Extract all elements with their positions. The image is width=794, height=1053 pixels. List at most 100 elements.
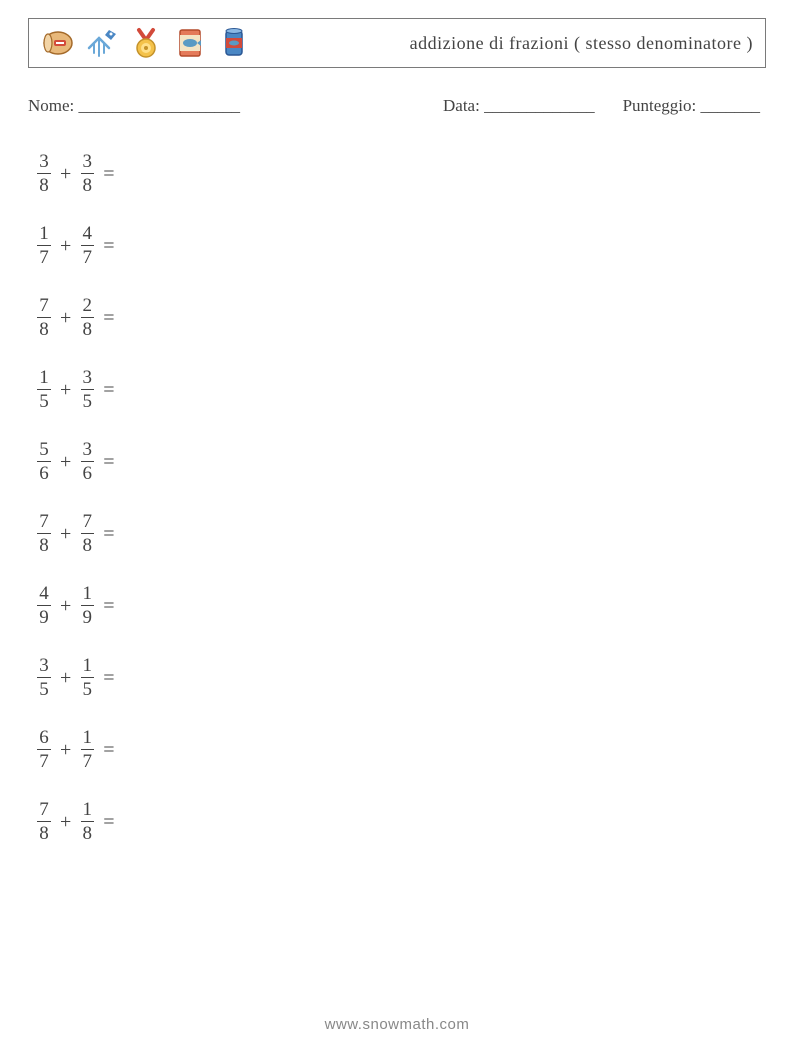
date-label: Data:: [443, 96, 480, 115]
numerator: 2: [81, 296, 95, 317]
can-icon: [217, 26, 251, 60]
equals-sign: =: [95, 595, 114, 618]
fraction-b: 19: [79, 584, 95, 628]
equals-sign: =: [95, 379, 114, 402]
score-field: Punteggio: _______: [623, 96, 760, 116]
problem-row: 78+28=: [36, 294, 766, 342]
fraction-b: 36: [79, 440, 95, 484]
name-blank[interactable]: ___________________: [79, 96, 241, 115]
equals-sign: =: [95, 523, 114, 546]
denominator: 6: [37, 461, 51, 484]
fraction-b: 38: [79, 152, 95, 196]
denominator: 8: [37, 173, 51, 196]
problem-row: 38+38=: [36, 150, 766, 198]
denominator: 9: [37, 605, 51, 628]
numerator: 7: [37, 296, 51, 317]
plus-operator: +: [52, 667, 79, 690]
numerator: 1: [81, 584, 95, 605]
meta-row: Nome: ___________________ Data: ________…: [28, 96, 760, 116]
denominator: 5: [81, 677, 95, 700]
fraction-a: 35: [36, 656, 52, 700]
equals-sign: =: [95, 811, 114, 834]
numerator: 3: [37, 152, 51, 173]
worksheet-page: addizione di frazioni ( stesso denominat…: [0, 0, 794, 1053]
denominator: 5: [37, 677, 51, 700]
fraction-a: 17: [36, 224, 52, 268]
denominator: 5: [37, 389, 51, 412]
fraction-a: 15: [36, 368, 52, 412]
problem-row: 35+15=: [36, 654, 766, 702]
plus-operator: +: [52, 307, 79, 330]
problem-row: 78+78=: [36, 510, 766, 558]
numerator: 3: [37, 656, 51, 677]
fraction-a: 38: [36, 152, 52, 196]
numerator: 1: [81, 728, 95, 749]
denominator: 8: [81, 173, 95, 196]
fraction-a: 67: [36, 728, 52, 772]
numerator: 3: [81, 152, 95, 173]
medal-icon: [129, 26, 163, 60]
plus-operator: +: [52, 235, 79, 258]
score-label: Punteggio:: [623, 96, 697, 115]
fraction-b: 28: [79, 296, 95, 340]
denominator: 7: [81, 749, 95, 772]
fraction-b: 15: [79, 656, 95, 700]
numerator: 3: [81, 368, 95, 389]
denominator: 6: [81, 461, 95, 484]
plus-operator: +: [52, 163, 79, 186]
equals-sign: =: [95, 163, 114, 186]
fraction-b: 35: [79, 368, 95, 412]
fraction-a: 49: [36, 584, 52, 628]
plus-operator: +: [52, 595, 79, 618]
numerator: 1: [37, 224, 51, 245]
header-icons: [41, 26, 251, 60]
denominator: 8: [81, 317, 95, 340]
name-field: Nome: ___________________: [28, 96, 240, 116]
equals-sign: =: [95, 307, 114, 330]
date-field: Data: _____________: [443, 96, 595, 116]
denominator: 7: [81, 245, 95, 268]
fraction-b: 17: [79, 728, 95, 772]
denominator: 9: [81, 605, 95, 628]
equals-sign: =: [95, 739, 114, 762]
catfood-roll-icon: [41, 26, 75, 60]
numerator: 3: [81, 440, 95, 461]
worksheet-title: addizione di frazioni ( stesso denominat…: [410, 33, 753, 54]
numerator: 4: [37, 584, 51, 605]
numerator: 4: [81, 224, 95, 245]
problems-list: 38+38=17+47=78+28=15+35=56+36=78+78=49+1…: [28, 150, 766, 846]
denominator: 8: [81, 821, 95, 844]
plus-operator: +: [52, 523, 79, 546]
date-blank[interactable]: _____________: [484, 96, 595, 115]
fraction-a: 78: [36, 800, 52, 844]
fraction-a: 78: [36, 512, 52, 556]
name-label: Nome:: [28, 96, 74, 115]
numerator: 1: [37, 368, 51, 389]
equals-sign: =: [95, 451, 114, 474]
numerator: 6: [37, 728, 51, 749]
problem-row: 56+36=: [36, 438, 766, 486]
fraction-a: 56: [36, 440, 52, 484]
numerator: 1: [81, 800, 95, 821]
equals-sign: =: [95, 667, 114, 690]
footer-url: www.snowmath.com: [0, 1016, 794, 1033]
denominator: 8: [37, 533, 51, 556]
meta-right: Data: _____________ Punteggio: _______: [443, 96, 760, 116]
header-box: addizione di frazioni ( stesso denominat…: [28, 18, 766, 68]
numerator: 7: [81, 512, 95, 533]
fraction-a: 78: [36, 296, 52, 340]
plus-operator: +: [52, 811, 79, 834]
plus-operator: +: [52, 451, 79, 474]
fraction-b: 78: [79, 512, 95, 556]
numerator: 7: [37, 800, 51, 821]
problem-row: 15+35=: [36, 366, 766, 414]
plus-operator: +: [52, 739, 79, 762]
problem-row: 17+47=: [36, 222, 766, 270]
denominator: 7: [37, 749, 51, 772]
fish-box-icon: [173, 26, 207, 60]
numerator: 5: [37, 440, 51, 461]
denominator: 5: [81, 389, 95, 412]
problem-row: 78+18=: [36, 798, 766, 846]
fishbone-icon: [85, 26, 119, 60]
score-blank[interactable]: _______: [701, 96, 761, 115]
